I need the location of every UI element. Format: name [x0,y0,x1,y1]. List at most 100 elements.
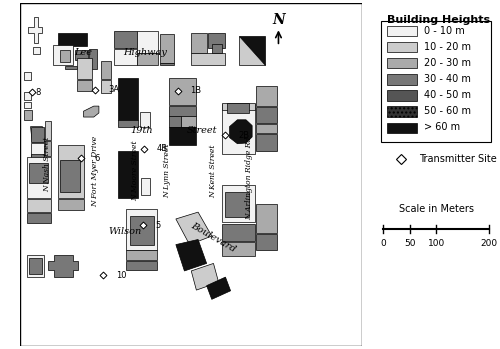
Text: 1B: 1B [190,86,202,95]
Text: N Lynn Street: N Lynn Street [164,144,172,198]
Text: 0: 0 [380,239,386,248]
Text: Street: Street [186,126,217,134]
Text: N Arlington Ridge Rd: N Arlington Ridge Rd [246,136,254,220]
Text: 10 - 20 m: 10 - 20 m [424,42,472,52]
Bar [30,154,44,163]
Polygon shape [192,263,218,290]
Bar [222,103,254,110]
Bar [60,160,80,192]
Bar [27,213,51,223]
Text: Highway: Highway [123,47,167,57]
Text: 2B: 2B [238,131,250,140]
Bar [75,50,88,60]
Text: 40 - 50 m: 40 - 50 m [424,90,472,100]
Bar [24,110,32,120]
Polygon shape [48,255,78,277]
Bar [387,106,418,117]
Text: Building Heights: Building Heights [387,15,490,25]
Bar [27,199,51,212]
Bar [45,141,52,156]
Bar [114,49,136,65]
Polygon shape [30,127,44,142]
Bar [126,251,157,260]
Bar [160,34,174,64]
Bar [118,120,138,127]
Bar [30,143,44,163]
Bar [27,255,44,277]
Bar [169,78,196,105]
Text: 50 - 60 m: 50 - 60 m [424,106,472,116]
Text: N Fort Myer Drive: N Fort Myer Drive [92,135,100,207]
Bar [126,209,157,250]
Bar [256,203,277,233]
Bar [212,44,222,53]
Bar [208,32,225,48]
Text: N: N [272,13,285,27]
Polygon shape [239,36,265,65]
Text: Wilson: Wilson [108,228,141,237]
Bar [118,78,138,120]
Polygon shape [176,239,206,271]
Bar [137,31,158,53]
Bar [256,134,277,150]
Text: 4B: 4B [157,144,168,153]
Text: Boulevard: Boulevard [190,221,238,254]
Text: 19th: 19th [130,126,153,134]
Text: Scale in Meters: Scale in Meters [399,204,474,214]
Bar [24,92,30,100]
Bar [256,235,277,250]
Bar [137,53,158,65]
Bar [27,157,51,199]
Bar [256,86,277,106]
Bar [76,81,92,91]
Bar [24,72,30,81]
Text: Lee: Lee [74,47,92,57]
Text: 200: 200 [480,239,498,248]
Bar [181,116,196,127]
Text: 6: 6 [94,154,100,163]
Bar [387,58,418,68]
Text: 20 - 30 m: 20 - 30 m [424,58,472,68]
Polygon shape [176,212,212,245]
Text: 30 - 40 m: 30 - 40 m [424,74,472,84]
Bar [76,58,92,80]
Bar [169,106,196,116]
Bar [222,185,254,222]
Bar [45,121,52,140]
Text: 50: 50 [404,239,415,248]
Bar [58,146,84,199]
Bar [32,46,40,54]
Bar [140,178,150,195]
Bar [256,107,277,123]
FancyBboxPatch shape [20,3,362,346]
Bar [387,90,418,101]
Polygon shape [206,277,231,299]
Bar [387,122,418,133]
Polygon shape [230,120,252,144]
Text: N Nash Street: N Nash Street [44,136,52,192]
Bar [256,124,277,133]
Text: > 60 m: > 60 m [424,122,460,132]
Text: 100: 100 [428,239,445,248]
FancyBboxPatch shape [381,21,492,142]
Bar [58,199,84,210]
Text: 0 - 10 m: 0 - 10 m [424,26,465,36]
Bar [169,116,181,127]
Bar [29,258,42,274]
Polygon shape [239,36,265,65]
Bar [88,49,97,69]
Text: N Kent Street: N Kent Street [210,144,218,198]
Bar [140,112,150,127]
Text: 8: 8 [35,88,40,97]
Text: N Moore Street: N Moore Street [131,141,139,201]
Bar [126,261,157,269]
Text: Transmitter Site: Transmitter Site [418,154,496,164]
Bar [29,163,48,183]
Bar [387,26,418,36]
Text: 10: 10 [116,271,127,280]
Bar [192,32,206,53]
Bar [118,150,138,199]
Bar [226,192,250,217]
Bar [52,45,74,65]
Bar [114,31,136,48]
